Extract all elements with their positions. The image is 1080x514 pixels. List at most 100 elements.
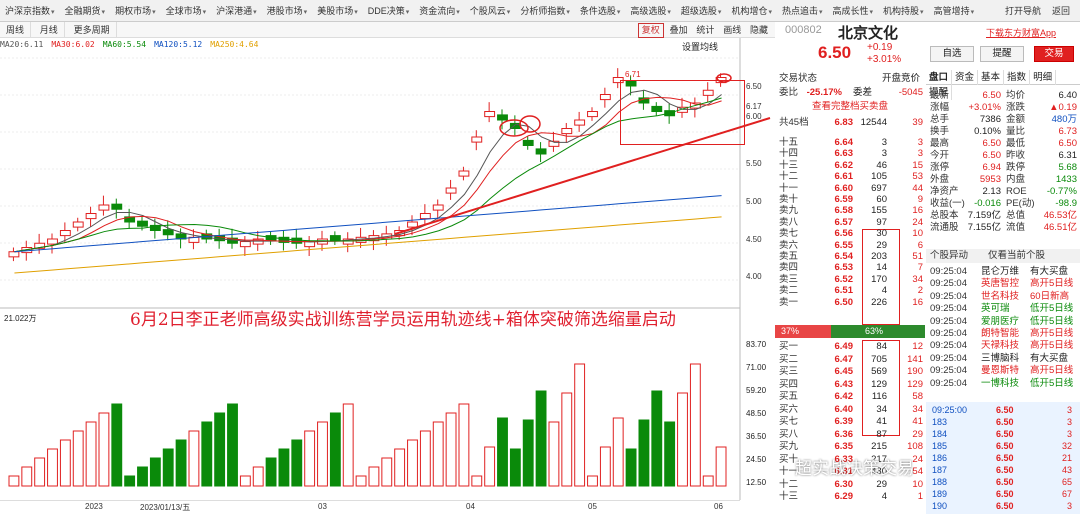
menu-right-item[interactable]: 返回 (1051, 6, 1070, 16)
menu-item[interactable]: 港股市场 (262, 0, 313, 21)
tab-1[interactable]: 资金 (952, 70, 979, 85)
menu-item[interactable]: 超级选股 (676, 0, 727, 21)
menu-item[interactable]: 全球市场 (161, 0, 212, 21)
stat-label: 流值 (1006, 222, 1026, 233)
candle-body (522, 139, 534, 147)
news-row[interactable]: 09:25:04 三博脑科 有大买盘 (926, 352, 1080, 366)
menu-item[interactable]: 期权市场 (110, 0, 161, 21)
volume-tick: 48.50 (746, 409, 767, 418)
candle-body (651, 105, 663, 113)
menu-item[interactable]: DDE决策 (363, 0, 415, 21)
news-row[interactable]: 09:25:04 世名科技 60日新高 (926, 290, 1080, 304)
news-filter-checkbox[interactable]: 仅看当前个股 (988, 250, 1046, 261)
news-stock: 英唐智控 (981, 278, 1020, 290)
candle-body (329, 235, 341, 242)
bid-row-cell: 12 (912, 341, 923, 352)
tab-5[interactable]: 提醒 (926, 85, 953, 100)
add-watchlist-button[interactable]: 自选 (930, 46, 974, 62)
menu-item[interactable]: 资金流向 (414, 0, 465, 21)
ask-row: 卖五 6.54 203 51 (775, 250, 925, 264)
stat-value: -0.016 (974, 198, 1001, 209)
candle-body (85, 213, 97, 220)
news-row[interactable]: 09:25:04 曼恩斯特 高开5日线 (926, 364, 1080, 378)
bid-row: 买五 6.42 116 58 (775, 390, 925, 404)
price-change: +0.19 +3.01% (867, 42, 902, 65)
tick-volume: 21 (1061, 453, 1072, 463)
bid-row-cell: 6.36 (834, 428, 854, 440)
tab-monthly[interactable]: 月线 (34, 22, 65, 38)
bid-row-cell: 买十 (779, 453, 799, 465)
ask-row-cell: 十三 (779, 159, 799, 171)
stat-label: 内盘 (1006, 174, 1026, 185)
draw-button[interactable]: 画线 (723, 25, 742, 35)
tab-3[interactable]: 指数 (1004, 70, 1031, 85)
menu-item[interactable]: 高管增持 (929, 0, 980, 21)
overlay-button[interactable]: 叠加 (669, 25, 688, 35)
order-total-row-cell: 39 (912, 117, 923, 128)
menu-item[interactable]: 沪深港通 (211, 0, 262, 21)
tab-weekly[interactable]: 周线 (0, 22, 32, 38)
restore-rights-button[interactable]: 复权 (637, 23, 664, 38)
news-row[interactable]: 09:25:04 英可瑞 低开5日线 (926, 302, 1080, 316)
menu-item[interactable]: 美股市场 (312, 0, 363, 21)
stat-row: 涨停 6.94 跌停 5.68 (926, 161, 1080, 175)
ask-row-cell: 十五 (779, 137, 799, 148)
news-row[interactable]: 09:25:04 一博科技 低开5日线 (926, 377, 1080, 391)
volume-bar (522, 419, 534, 487)
weibi-cell: -25.17% (806, 87, 842, 98)
menu-item[interactable]: 条件选股 (575, 0, 626, 21)
news-row[interactable]: 09:25:04 英唐智控 高开5日线 (926, 277, 1080, 291)
news-row[interactable]: 09:25:04 昆仑万维 有大买盘 (926, 265, 1080, 279)
ask-row-cell: 3 (917, 137, 923, 148)
menu-item[interactable]: 个股风云 (465, 0, 516, 21)
volume-bar (34, 457, 46, 487)
news-event: 低开5日线 (1030, 315, 1074, 327)
menu-right-item[interactable]: 打开导航 (1004, 6, 1041, 16)
kline-chart[interactable] (0, 38, 775, 500)
menu-item[interactable]: 沪深京指数 (0, 0, 60, 21)
menu-item[interactable]: 全融期货 (60, 0, 111, 21)
tab-0[interactable]: 盘口 (926, 70, 953, 85)
tab-more-periods[interactable]: 更多周期 (68, 22, 117, 38)
full-book-link[interactable]: 查看完整档买卖盘 (811, 101, 888, 112)
trade-button[interactable]: 交易 (1034, 46, 1074, 62)
order-book: 交易状态 开盘竞价 委比 -25.17% 委差 -5045 查看完整档买卖盘 共45档 6.83… (775, 72, 927, 512)
stat-label: PE(动) (1006, 198, 1035, 209)
menu-item[interactable]: 机构增仓 (726, 0, 777, 21)
volume-bar (587, 475, 598, 487)
ma-settings-link[interactable]: 设置均线 (682, 42, 719, 52)
bid-row-cell: 215 (871, 441, 887, 452)
tab-4[interactable]: 明细 (1030, 70, 1057, 85)
news-stock: 三博脑科 (981, 352, 1020, 364)
stat-value: 6.50 (1058, 138, 1078, 149)
news-row[interactable]: 09:25:04 朗特智能 高开5日线 (926, 327, 1080, 341)
menu-item[interactable]: 高级选股 (625, 0, 676, 21)
ask-row-cell: 16 (912, 205, 923, 217)
volume-bar (432, 421, 444, 487)
menu-item[interactable]: 高成长性 (828, 0, 879, 21)
stat-value: 6.50 (982, 150, 1002, 161)
ask-row: 十一 6.60 697 44 (775, 182, 925, 196)
candle-body (407, 221, 418, 228)
candle-body (47, 238, 58, 245)
menu-item[interactable]: 分析师指数 (515, 0, 575, 21)
bid-row-cell: 十二 (779, 478, 799, 490)
stat-value: ▲0.19 (1049, 102, 1077, 113)
ask-row: 卖八 6.57 97 24 (775, 216, 925, 230)
bid-row-cell: 129 (907, 378, 923, 390)
menu-item[interactable]: 机构持股 (878, 0, 929, 21)
news-time: 09:25:04 (930, 328, 967, 339)
volume-tick: 12.50 (746, 478, 767, 487)
stats-button[interactable]: 统计 (696, 25, 715, 35)
remind-button[interactable]: 提醒 (980, 46, 1024, 62)
news-row[interactable]: 09:25:04 爱朋医疗 低开5日线 (926, 315, 1080, 329)
menu-item[interactable]: 热点追击 (777, 0, 828, 21)
volume-bar (252, 466, 264, 487)
tick-time: 185 (932, 441, 948, 451)
news-row[interactable]: 09:25:04 天禄科技 高开5日线 (926, 339, 1080, 353)
app-download-link[interactable]: 下载东方财富App (986, 28, 1057, 38)
bid-row-cell: 6.29 (834, 491, 854, 502)
tab-2[interactable]: 基本 (978, 70, 1005, 85)
hide-button[interactable]: 隐藏 (749, 25, 768, 35)
bid-row-cell: 买五 (779, 391, 799, 402)
